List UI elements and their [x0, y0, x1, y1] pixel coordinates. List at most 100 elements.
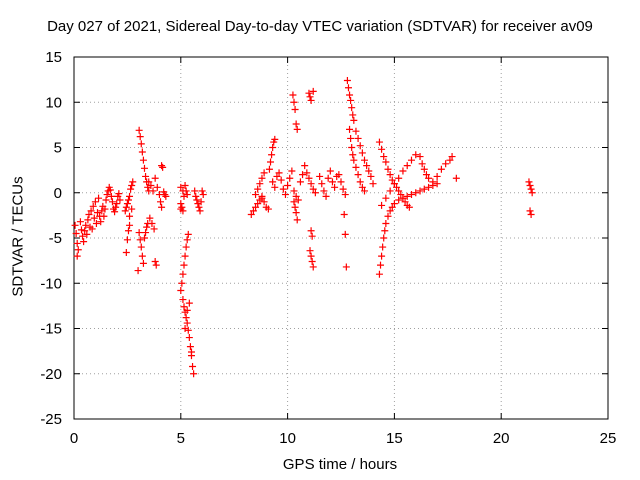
data-point [144, 183, 152, 191]
data-point [437, 165, 445, 173]
data-point [252, 203, 260, 211]
data-point [528, 189, 536, 197]
data-point [279, 185, 287, 193]
data-point [183, 319, 191, 327]
data-point [254, 185, 262, 193]
data-point [269, 178, 277, 186]
data-point [306, 247, 314, 255]
data-point [350, 116, 358, 124]
data-point [277, 176, 285, 184]
data-point [382, 194, 390, 202]
data-point [249, 207, 257, 215]
data-point [395, 196, 403, 204]
data-point [182, 314, 190, 322]
data-point [100, 212, 108, 220]
data-point [180, 303, 188, 311]
data-point [148, 220, 156, 228]
data-point [390, 180, 398, 188]
data-point [281, 191, 289, 199]
data-point [308, 232, 316, 240]
data-point [425, 174, 433, 182]
data-point [344, 84, 352, 92]
data-points [71, 77, 536, 378]
data-point [525, 178, 533, 186]
data-point [177, 286, 185, 294]
data-point [399, 167, 407, 175]
data-point [181, 182, 189, 190]
data-point [183, 306, 191, 314]
data-point [153, 183, 161, 191]
data-point [305, 89, 313, 97]
data-point [122, 203, 130, 211]
data-point [292, 120, 300, 128]
data-point [247, 210, 255, 218]
data-point [192, 192, 200, 200]
data-point [309, 87, 317, 95]
data-point [83, 230, 91, 238]
data-point [320, 187, 328, 195]
data-point [140, 164, 148, 172]
data-point [71, 221, 79, 229]
axes [73, 56, 609, 420]
data-point [97, 218, 105, 226]
data-point [346, 91, 354, 99]
y-tick-label: -20 [40, 366, 62, 383]
data-point [138, 252, 146, 260]
data-point [179, 296, 187, 304]
data-point [446, 156, 454, 164]
data-point [527, 210, 535, 218]
data-point [309, 263, 317, 271]
data-point [354, 171, 362, 179]
data-point [178, 203, 186, 211]
y-tick-label: -25 [40, 411, 62, 428]
data-point [135, 126, 143, 134]
data-point [79, 232, 87, 240]
data-point [182, 243, 190, 251]
data-point [382, 220, 390, 228]
data-point [403, 162, 411, 170]
data-point [128, 205, 136, 213]
data-point [375, 270, 383, 278]
data-point [442, 160, 450, 168]
data-point [85, 210, 93, 218]
data-point [183, 236, 191, 244]
data-point [291, 105, 299, 113]
data-point [527, 185, 535, 193]
data-point [197, 198, 205, 206]
data-point [90, 214, 98, 222]
data-point [124, 227, 132, 235]
data-point [103, 191, 111, 199]
data-point [198, 187, 206, 195]
data-point [526, 207, 534, 215]
data-point [111, 208, 119, 216]
data-point [137, 243, 145, 251]
data-point [358, 183, 366, 191]
data-point [134, 267, 142, 275]
x-tick-label: 10 [279, 430, 296, 447]
data-point [126, 221, 134, 229]
data-point [403, 192, 411, 200]
data-point [337, 178, 345, 186]
data-point [158, 162, 166, 170]
data-point [194, 200, 202, 208]
data-point [185, 334, 193, 342]
data-point [74, 246, 82, 254]
data-point [88, 225, 96, 233]
data-point [326, 167, 334, 175]
data-point [294, 196, 302, 204]
data-point [379, 243, 387, 251]
data-point [159, 163, 167, 171]
x-tick-label: 15 [386, 430, 403, 447]
data-point [179, 270, 187, 278]
data-point [365, 167, 373, 175]
data-point [452, 174, 460, 182]
y-tick-label: 10 [45, 94, 62, 111]
data-point [135, 229, 143, 237]
data-point [328, 178, 336, 186]
data-point [267, 158, 275, 166]
data-point [382, 158, 390, 166]
data-point [258, 174, 266, 182]
data-point [292, 209, 300, 217]
data-point [180, 261, 188, 269]
